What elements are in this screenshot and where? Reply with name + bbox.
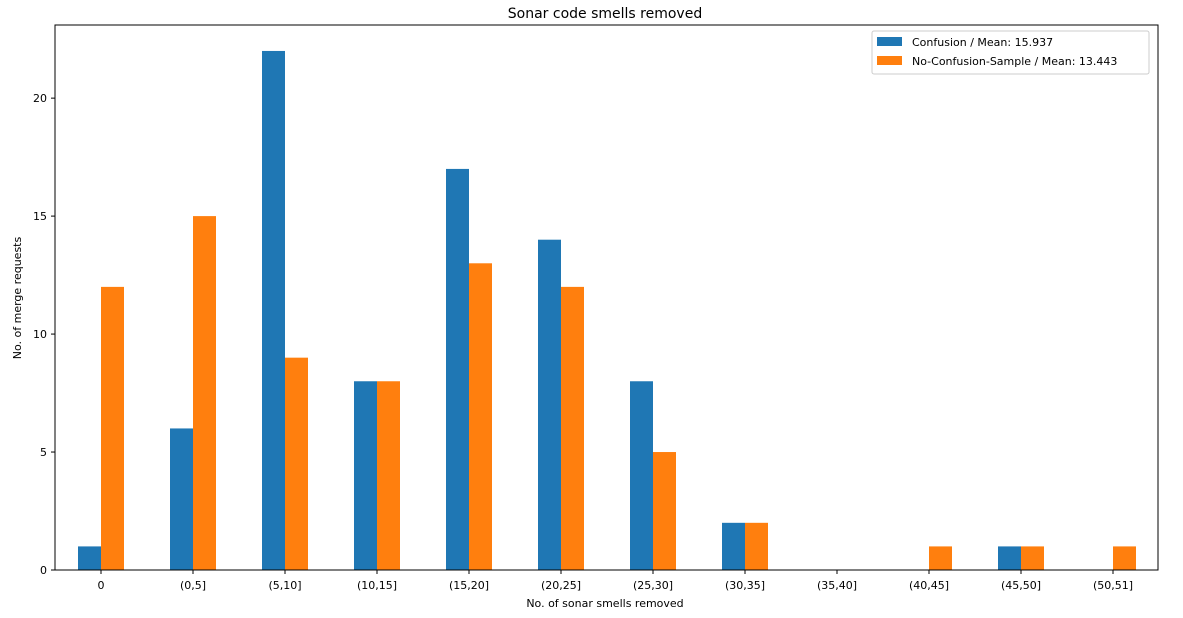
bar-no-confusion-sample-11 — [1113, 546, 1136, 570]
x-tick-label: (20,25] — [541, 579, 581, 592]
x-tick-label: (35,40] — [817, 579, 857, 592]
bar-confusion-7 — [722, 522, 745, 570]
x-axis-label: No. of sonar smells removed — [526, 597, 683, 610]
bar-no-confusion-sample-0 — [101, 286, 124, 570]
x-tick-label: (40,45] — [909, 579, 949, 592]
chart-title: Sonar code smells removed — [508, 6, 702, 22]
bar-confusion-6 — [630, 381, 653, 570]
bar-confusion-4 — [446, 168, 469, 570]
y-tick-label: 15 — [33, 210, 47, 223]
bars-group — [78, 50, 1136, 571]
x-tick-label: (25,30] — [633, 579, 673, 592]
x-tick-label: (15,20] — [449, 579, 489, 592]
legend-swatch-no-confusion-sample — [877, 56, 902, 65]
x-tick-label: (45,50] — [1001, 579, 1041, 592]
y-axis-label: No. of merge requests — [11, 237, 24, 360]
bar-confusion-5 — [538, 239, 561, 571]
y-tick-label: 10 — [33, 328, 47, 341]
legend: Confusion / Mean: 15.937 No-Confusion-Sa… — [871, 30, 1150, 75]
x-tick-label: 0 — [98, 579, 105, 592]
y-tick-label: 5 — [40, 446, 47, 459]
x-tick-label: (0,5] — [180, 579, 206, 592]
x-tick-label: (10,15] — [357, 579, 397, 592]
legend-box — [871, 30, 1150, 75]
bar-no-confusion-sample-7 — [745, 522, 768, 570]
bar-confusion-10 — [998, 546, 1021, 570]
y-tick-label: 0 — [40, 564, 47, 577]
bar-no-confusion-sample-3 — [377, 381, 400, 570]
bar-no-confusion-sample-2 — [285, 357, 308, 570]
legend-label-confusion: Confusion / Mean: 15.937 — [912, 36, 1053, 49]
bar-no-confusion-sample-5 — [561, 286, 584, 570]
legend-swatch-confusion — [877, 37, 902, 46]
bar-confusion-2 — [262, 50, 285, 570]
x-tick-label: (30,35] — [725, 579, 765, 592]
bar-no-confusion-sample-9 — [929, 546, 952, 570]
x-tick-label: (50,51] — [1093, 579, 1133, 592]
legend-label-no-confusion-sample: No-Confusion-Sample / Mean: 13.443 — [912, 55, 1117, 68]
x-tick-label: (5,10] — [268, 579, 301, 592]
bar-confusion-0 — [78, 546, 101, 570]
bar-no-confusion-sample-1 — [193, 216, 216, 571]
bar-no-confusion-sample-10 — [1021, 546, 1044, 570]
bar-no-confusion-sample-4 — [469, 263, 492, 570]
bar-no-confusion-sample-6 — [653, 452, 676, 570]
y-axis: 0 5 10 15 20 — [33, 92, 55, 577]
bar-confusion-3 — [354, 381, 377, 570]
y-tick-label: 20 — [33, 92, 47, 105]
plot-frame — [54, 24, 1159, 571]
bar-confusion-1 — [170, 428, 193, 570]
x-axis: 0 (0,5] (5,10] (10,15] (15,20] (20,25] (25,30]… — [98, 570, 1133, 592]
